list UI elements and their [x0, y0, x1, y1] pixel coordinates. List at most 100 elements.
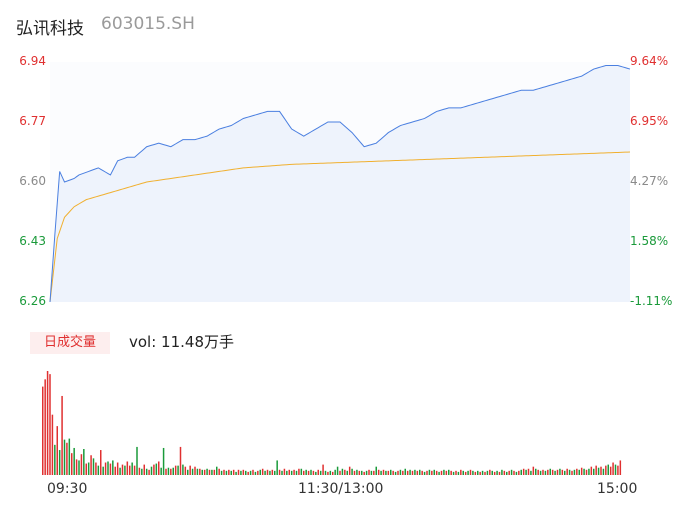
volume-bar	[68, 438, 71, 475]
volume-bar	[506, 471, 508, 475]
price-area	[50, 65, 630, 302]
volume-bar	[416, 470, 419, 475]
volume-bar	[92, 458, 95, 475]
volume-bar	[317, 469, 319, 475]
volume-bar	[489, 469, 491, 475]
volume-bar	[496, 470, 498, 475]
volume-bar	[303, 470, 305, 475]
volume-bar	[564, 470, 566, 475]
volume-bar	[305, 469, 307, 475]
volume-bar	[162, 447, 165, 475]
volume-bar	[535, 468, 537, 475]
volume-bar	[332, 471, 334, 475]
volume-bar	[457, 471, 460, 475]
volume-bar	[133, 465, 136, 475]
volume-bar	[174, 465, 177, 475]
volume-bar	[56, 426, 58, 475]
volume-bar	[595, 465, 597, 475]
volume-bar	[573, 469, 576, 475]
volume-bar	[257, 470, 259, 475]
average-price-line	[49, 151, 631, 303]
volume-bar	[80, 454, 83, 475]
volume-bar	[619, 460, 622, 475]
volume-bar	[179, 446, 182, 475]
stock-code: 603015.SH	[101, 14, 195, 34]
volume-bar	[170, 468, 172, 475]
volume-bar	[568, 469, 571, 475]
volume-bar	[469, 469, 472, 475]
volume-bar	[605, 465, 607, 475]
volume-bar	[293, 469, 295, 475]
volume-bar	[310, 469, 312, 475]
volume-bar	[464, 471, 467, 475]
volume-bar	[368, 469, 370, 475]
volume-bar	[107, 461, 109, 475]
volume-bar	[382, 469, 385, 475]
volume-bar	[211, 469, 213, 475]
volume-bar	[54, 444, 56, 475]
volume-bar	[276, 460, 278, 475]
volume-bar	[71, 453, 73, 475]
volume-bar	[97, 465, 100, 475]
volume-bar	[136, 446, 138, 475]
volume-bar	[448, 469, 450, 475]
volume-bar	[339, 470, 341, 475]
volume-bar	[199, 468, 201, 475]
volume-bar	[315, 471, 317, 475]
volume-bar	[182, 464, 184, 475]
volume-bar	[167, 467, 170, 475]
volume-bar	[158, 461, 160, 475]
volume-bar	[602, 468, 605, 475]
volume-bar	[474, 471, 477, 475]
volume-bar	[58, 450, 61, 475]
volume-bar	[278, 469, 281, 475]
y-left-tick: 6.43	[19, 234, 46, 248]
volume-bar	[329, 470, 332, 475]
volume-bar	[612, 462, 614, 475]
volume-bar	[138, 467, 141, 475]
volume-bar	[609, 466, 612, 475]
volume-bar	[518, 470, 520, 475]
volume-bar	[397, 470, 399, 475]
volume-bar	[300, 468, 303, 475]
volume-bar	[85, 463, 87, 475]
volume-bar	[399, 469, 402, 475]
volume-value: vol: 11.48万手	[129, 333, 234, 351]
volume-bar	[585, 469, 588, 475]
volume-bar	[617, 465, 619, 475]
volume-bar	[404, 468, 406, 475]
volume-bar	[249, 470, 252, 475]
volume-bar	[491, 470, 493, 475]
volume-bar	[394, 471, 397, 475]
volume-bar	[121, 464, 124, 475]
volume-bar	[191, 468, 194, 475]
y-left-tick: 6.77	[19, 114, 46, 128]
volume-bar	[189, 465, 191, 475]
volume-bar	[365, 470, 368, 475]
volume-bar	[295, 470, 298, 475]
volume-bar	[341, 468, 344, 475]
volume-bar	[435, 470, 438, 475]
volume-bar	[334, 469, 336, 475]
volume-bar	[467, 470, 469, 475]
volume-bar	[498, 471, 501, 475]
volume-bar	[95, 462, 97, 475]
volume-bar	[75, 459, 78, 475]
volume-bar	[148, 469, 150, 475]
volume-bar	[155, 463, 158, 475]
volume-bar	[102, 466, 104, 475]
volume-bar	[143, 464, 145, 475]
volume-bar	[274, 470, 276, 475]
volume-bar	[237, 469, 240, 475]
x-tick-open: 09:30	[47, 481, 88, 497]
volume-bar	[228, 469, 230, 475]
volume-bar	[281, 470, 283, 475]
volume-bar	[165, 468, 167, 475]
volume-bar	[578, 469, 580, 475]
volume-bar	[131, 462, 133, 475]
volume-bar	[307, 470, 310, 475]
volume-bar	[187, 469, 189, 475]
volume-bar	[63, 439, 66, 475]
volume-bar	[61, 395, 63, 475]
volume-bar	[66, 442, 68, 475]
